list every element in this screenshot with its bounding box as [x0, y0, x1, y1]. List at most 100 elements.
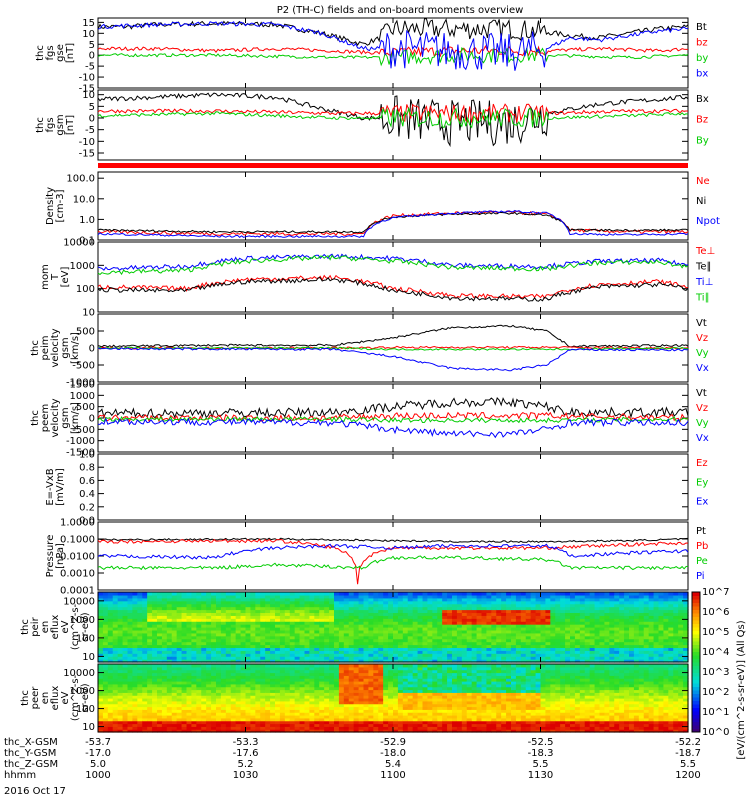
spectrogram-cell — [275, 612, 281, 616]
spectrogram-cell — [432, 729, 438, 733]
spectrogram-cell — [117, 618, 124, 622]
spectrogram-cell — [107, 666, 114, 671]
spectrogram-cell — [565, 638, 571, 643]
spectrogram-cell — [427, 659, 433, 663]
spectrogram-cell — [216, 686, 222, 691]
spectrogram-cell — [368, 624, 374, 628]
spectrogram-cell — [383, 609, 389, 614]
spectrogram-cell — [216, 603, 222, 608]
spectrogram-cell — [284, 678, 291, 682]
spectrogram-cell — [427, 715, 433, 719]
spectrogram-cell — [220, 698, 227, 702]
spectrogram-cell — [324, 683, 330, 688]
spectrogram-cell — [673, 609, 679, 614]
spectrogram-cell — [265, 615, 271, 619]
spectrogram-cell — [456, 650, 463, 654]
spectrogram-cell — [461, 621, 468, 625]
spectrogram-cell — [633, 600, 640, 605]
spectrogram-cell — [633, 603, 640, 608]
spectrogram-cell — [486, 632, 492, 637]
spectrogram-cell — [540, 644, 547, 649]
spectrogram-cell — [166, 672, 173, 676]
spectrogram-cell — [574, 621, 581, 625]
spectrogram-cell — [201, 653, 207, 657]
spectrogram-cell — [658, 653, 665, 657]
spectrogram-cell — [643, 659, 650, 663]
spectrogram-cell — [265, 600, 271, 605]
panel-frame — [97, 171, 689, 241]
spectrogram-cell — [161, 594, 168, 599]
spectrogram-cell — [201, 594, 207, 599]
spectrogram-cell — [329, 618, 335, 622]
spectrogram-cell — [427, 672, 433, 676]
y-axis-label-line: eflux — [50, 615, 61, 640]
spectrogram-cell — [461, 644, 468, 649]
spectrogram-cell — [112, 695, 119, 699]
spectrogram-cell — [279, 650, 286, 654]
spectrogram-cell — [358, 635, 365, 640]
spectrogram-cell — [216, 729, 222, 733]
spectrogram-cell — [319, 672, 325, 676]
spectrogram-cell — [348, 592, 355, 596]
spectrogram-cell — [240, 615, 247, 619]
spectrogram-cell — [220, 675, 227, 679]
spectrogram-cell — [348, 629, 355, 634]
spectrogram-cell — [152, 692, 158, 696]
spectrogram-cell — [137, 632, 143, 637]
spectrogram-cell — [466, 594, 473, 599]
spectrogram-cell — [206, 629, 212, 634]
spectrogram-cell — [461, 592, 468, 596]
spectrogram-cell — [230, 594, 237, 599]
spectrogram-cell — [176, 606, 183, 611]
spectrogram-cell — [147, 612, 153, 616]
spectrogram-cell — [471, 656, 478, 660]
spectrogram-cell — [343, 726, 350, 730]
spectrogram-cell — [506, 656, 512, 660]
spectrogram-cell — [294, 615, 301, 619]
spectrogram-cell — [107, 675, 114, 679]
spectrogram-cell — [265, 650, 271, 654]
spectrogram-cell — [309, 717, 315, 722]
spectrogram-cell — [491, 609, 497, 614]
spectrogram-cell — [397, 681, 404, 685]
spectrogram-cell — [137, 664, 143, 668]
spectrogram-cell — [397, 627, 404, 631]
spectrogram-cell — [447, 666, 453, 671]
spectrogram-cell — [388, 644, 394, 649]
spectrogram-cell — [157, 681, 163, 685]
spectrogram-cell — [157, 624, 163, 628]
y-axis-label: thcpeemvelocitygsm[km/s] — [30, 398, 81, 437]
spectrogram-cell — [476, 656, 483, 660]
spectrogram-cell — [289, 641, 296, 646]
spectrogram-cell — [181, 715, 188, 719]
spectrogram-cell — [358, 695, 365, 699]
spectrogram-cell — [624, 638, 630, 643]
spectrogram-cell — [383, 678, 389, 682]
spectrogram-cell — [388, 692, 394, 696]
spectrogram-cell — [196, 612, 202, 616]
spectrogram-cell — [486, 627, 492, 631]
spectrogram-cell — [334, 683, 340, 688]
spectrogram-cell — [112, 659, 119, 663]
spectrogram-cell — [240, 644, 247, 649]
spectrogram-cell — [393, 632, 399, 637]
spectrogram-cell — [570, 644, 576, 649]
spectrogram-cell — [329, 641, 335, 646]
spectrogram-cell — [245, 703, 252, 708]
spectrogram-cell — [122, 632, 129, 637]
spectrogram-cell — [407, 629, 414, 634]
spectrogram-cell — [147, 683, 153, 688]
spectrogram-cell — [260, 606, 266, 611]
spectrogram-cell — [166, 723, 173, 727]
spectrogram-cell — [363, 709, 370, 713]
spectrogram-cell — [117, 698, 124, 702]
spectrogram-cell — [378, 600, 384, 605]
spectrogram-cell — [452, 681, 458, 685]
spectrogram-cell — [378, 692, 384, 696]
spectrogram-cell — [343, 600, 350, 605]
spectrogram-cell — [383, 726, 389, 730]
spectrogram-cell — [299, 653, 306, 657]
spectrogram-cell — [206, 706, 212, 710]
spectrogram-cell — [506, 629, 512, 634]
spectrogram-cell — [466, 618, 473, 622]
